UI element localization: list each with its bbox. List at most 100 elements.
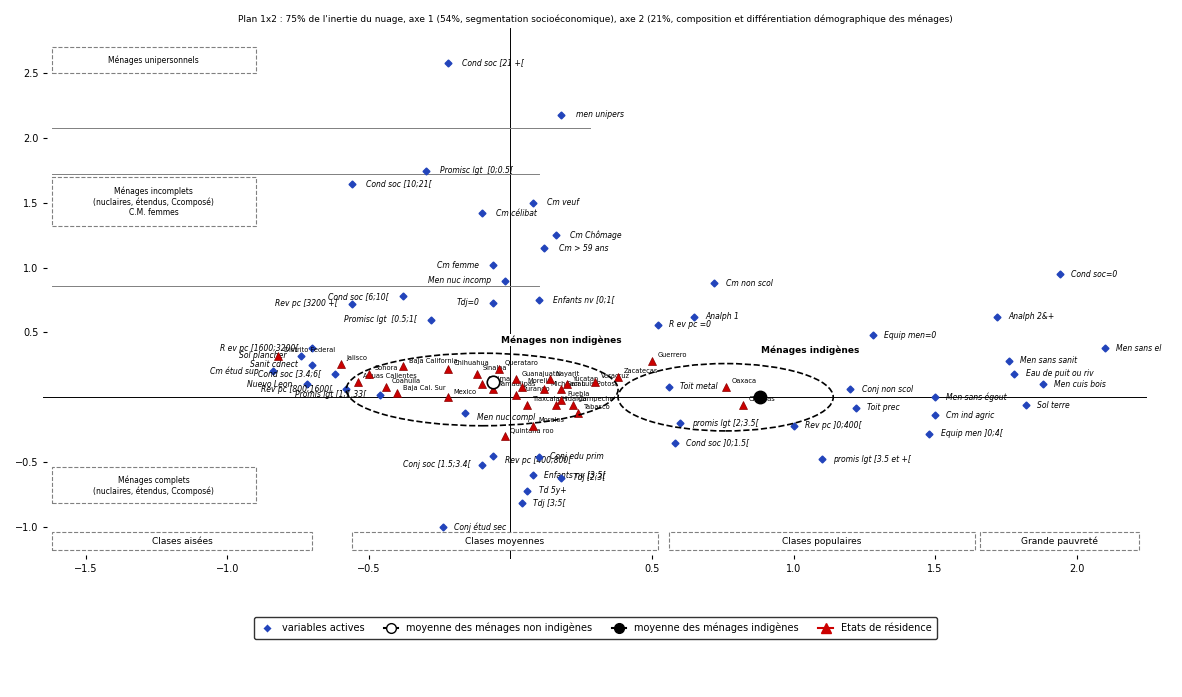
- Text: men unipers: men unipers: [576, 110, 624, 119]
- Text: Ménages indigènes: Ménages indigènes: [761, 346, 859, 355]
- Text: R ev pc =0: R ev pc =0: [669, 320, 712, 329]
- Text: Tamaulipas: Tamaulipas: [499, 381, 537, 387]
- Text: Analph 1: Analph 1: [706, 312, 740, 321]
- Text: Men nuc compl: Men nuc compl: [476, 413, 534, 422]
- Text: Promisc lgt  [0.5;1[: Promisc lgt [0.5;1[: [344, 315, 417, 324]
- Text: Morelia: Morelia: [527, 378, 552, 384]
- Text: Conj non scol: Conj non scol: [862, 385, 913, 394]
- Text: Guanajuato: Guanajuato: [521, 371, 560, 376]
- Text: Enfants nv [0;1[: Enfants nv [0;1[: [553, 296, 615, 305]
- Text: R ev pc [1600;3200[: R ev pc [1600;3200[: [220, 344, 298, 353]
- Text: Men nuc incomp: Men nuc incomp: [428, 276, 491, 285]
- Text: Cond soc [3.4;6[: Cond soc [3.4;6[: [258, 369, 320, 378]
- Text: Campeche: Campeche: [578, 397, 615, 402]
- Text: Chihuahua: Chihuahua: [454, 360, 489, 366]
- Text: Men cuis bois: Men cuis bois: [1054, 380, 1106, 389]
- Text: Zacatecas: Zacatecas: [624, 368, 658, 374]
- Text: Distrito Federal: Distrito Federal: [284, 347, 336, 353]
- Text: Nuevo Leon: Nuevo Leon: [247, 380, 292, 389]
- FancyBboxPatch shape: [52, 532, 312, 550]
- Text: Cm célibat: Cm célibat: [496, 209, 537, 217]
- Text: Toit metal: Toit metal: [681, 383, 717, 392]
- Text: Sol terre: Sol terre: [1037, 401, 1070, 410]
- FancyBboxPatch shape: [52, 177, 255, 227]
- Text: Cond soc [21 +[: Cond soc [21 +[: [462, 59, 525, 68]
- Text: Baja Cal. Sur: Baja Cal. Sur: [403, 385, 446, 391]
- FancyBboxPatch shape: [352, 532, 657, 550]
- Text: Cm étud sup: Cm étud sup: [209, 367, 259, 376]
- Text: Puebla: Puebla: [567, 391, 590, 397]
- Text: Michoacan: Michoacan: [550, 381, 586, 387]
- Text: Rev pc ]0;400[: Rev pc ]0;400[: [805, 421, 862, 430]
- Text: Baja California: Baja California: [409, 358, 457, 364]
- Text: Sanit cdnect: Sanit cdnect: [251, 360, 298, 369]
- Text: Ménages unipersonnels: Ménages unipersonnels: [109, 56, 199, 66]
- Text: Conj étud sec: Conj étud sec: [454, 522, 506, 532]
- Text: Chiapas: Chiapas: [748, 397, 775, 402]
- Text: Ménages incomplets
(nuclaires, étendus, Ccomposé)
C.M. femmes: Ménages incomplets (nuclaires, étendus, …: [93, 186, 214, 217]
- Text: Grande pauvreté: Grande pauvreté: [1021, 536, 1098, 546]
- Text: Clases aisées: Clases aisées: [151, 537, 213, 546]
- Text: Toit prec: Toit prec: [868, 403, 900, 412]
- Text: Jalisco: Jalisco: [346, 355, 368, 361]
- Text: promis lgt [3.5 et +[: promis lgt [3.5 et +[: [833, 455, 911, 464]
- Text: Sol plancher: Sol plancher: [239, 351, 287, 360]
- Text: Cm ind agric: Cm ind agric: [947, 411, 995, 420]
- Text: Clases moyennes: Clases moyennes: [466, 537, 545, 546]
- Text: Conj soc [1.5;3.4[: Conj soc [1.5;3.4[: [403, 460, 470, 469]
- Legend: variables actives, moyenne des ménages non indigènes, moyenne des ménages indigè: variables actives, moyenne des ménages n…: [254, 617, 937, 639]
- Text: Rev pc [3200 +[: Rev pc [3200 +[: [275, 300, 338, 309]
- Text: Equip men ]0;4[: Equip men ]0;4[: [941, 429, 1002, 438]
- Text: Promis lgt [1;1.33[: Promis lgt [1;1.33[: [296, 390, 366, 399]
- Text: Cm Chômage: Cm Chômage: [570, 231, 622, 240]
- Text: Guerrero: Guerrero: [657, 353, 687, 358]
- Text: Querataro: Querataro: [505, 360, 539, 366]
- Text: San Luis Potosi: San Luis Potosi: [567, 381, 617, 387]
- Text: Cm femme: Cm femme: [437, 261, 480, 270]
- Text: Rev pc [400;800[: Rev pc [400;800[: [505, 457, 571, 465]
- Text: Enfants nv [3;5[: Enfants nv [3;5[: [545, 470, 606, 480]
- Text: Quintana roo: Quintana roo: [511, 427, 554, 434]
- Text: Nayarit: Nayarit: [556, 371, 580, 376]
- FancyBboxPatch shape: [52, 467, 255, 503]
- FancyBboxPatch shape: [980, 532, 1139, 550]
- Text: Tlaxcala: Tlaxcala: [533, 397, 560, 402]
- Text: Men sans sanit: Men sans sanit: [1020, 356, 1077, 365]
- Text: Ménages non indigènes: Ménages non indigènes: [501, 335, 622, 345]
- Title: Plan 1x2 : 75% de l'inertie du nuage, axe 1 (54%, segmentation socioéconomique),: Plan 1x2 : 75% de l'inertie du nuage, ax…: [238, 15, 953, 24]
- Text: Sonora: Sonora: [375, 365, 398, 372]
- Text: Eau de puit ou riv: Eau de puit ou riv: [1026, 369, 1093, 378]
- Text: Colima: Colima: [488, 376, 511, 382]
- Text: Equip men=0: Equip men=0: [884, 330, 936, 339]
- Text: Tdj [3;5[: Tdj [3;5[: [533, 499, 565, 508]
- Text: Td 5y+: Td 5y+: [539, 486, 566, 495]
- Text: Cm veuf: Cm veuf: [547, 199, 579, 208]
- Text: Conj edu prim: Conj edu prim: [550, 452, 604, 461]
- Text: promis lgt [2;3.5[: promis lgt [2;3.5[: [691, 419, 758, 428]
- Text: Men sans égout: Men sans égout: [947, 392, 1007, 402]
- Text: Clases populaires: Clases populaires: [782, 537, 862, 546]
- Text: Hidalgo: Hidalgo: [561, 397, 586, 402]
- FancyBboxPatch shape: [669, 532, 975, 550]
- Text: Coahuila: Coahuila: [391, 378, 421, 384]
- Text: Aguas Calientes: Aguas Calientes: [363, 373, 417, 379]
- Text: Sinaloa: Sinaloa: [482, 365, 507, 372]
- Text: Cond soc [6;10[: Cond soc [6;10[: [329, 292, 389, 300]
- Text: Tabasco: Tabasco: [584, 404, 611, 411]
- Text: Tdj=0: Tdj=0: [456, 298, 480, 307]
- Text: Veracruz: Veracruz: [602, 373, 630, 379]
- Text: Yucatan: Yucatan: [573, 376, 599, 382]
- Text: Analph 2&+: Analph 2&+: [1008, 312, 1056, 321]
- Text: Cm non scol: Cm non scol: [726, 279, 773, 288]
- Text: Cond soc [10;21[: Cond soc [10;21[: [366, 179, 431, 188]
- Text: Ménages complets
(nuclaires, étendus, Ccomposé): Ménages complets (nuclaires, étendus, Cc…: [93, 475, 214, 496]
- Text: Durango: Durango: [521, 386, 551, 392]
- Text: Rev pc [800;1600[: Rev pc [800;1600[: [261, 385, 332, 394]
- Text: Cm > 59 ans: Cm > 59 ans: [559, 244, 608, 253]
- Text: Oaxaca: Oaxaca: [732, 378, 756, 384]
- FancyBboxPatch shape: [52, 47, 255, 73]
- Text: Mexico: Mexico: [454, 389, 478, 395]
- Text: Men sans el: Men sans el: [1116, 344, 1162, 353]
- Text: Tdj [2;3[: Tdj [2;3[: [573, 473, 605, 482]
- Text: Morelos: Morelos: [539, 417, 565, 423]
